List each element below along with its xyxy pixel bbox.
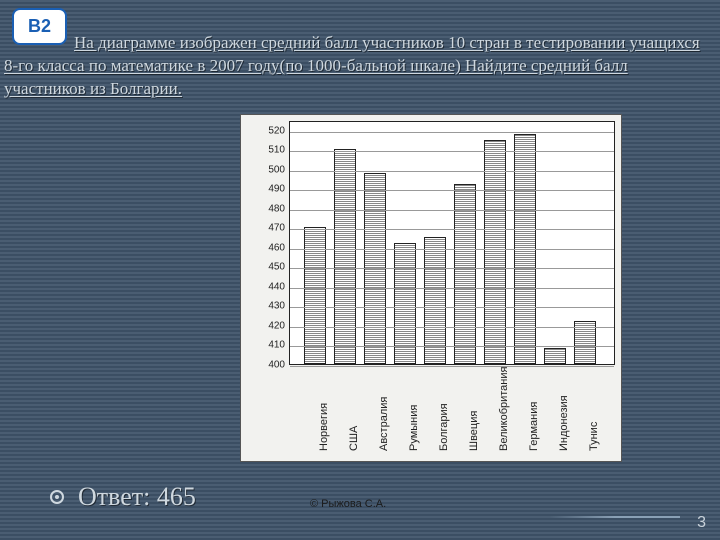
y-tick-label: 420 — [243, 320, 285, 331]
chart-plot — [289, 121, 615, 365]
y-tick-label: 400 — [243, 360, 285, 371]
gridline — [290, 210, 614, 211]
y-tick-label: 520 — [243, 125, 285, 136]
gridline — [290, 288, 614, 289]
bar — [334, 149, 356, 364]
bar — [304, 227, 326, 364]
x-tick-label: Болгария — [438, 403, 450, 451]
x-tick-label: Тунис — [588, 422, 600, 451]
answer-text: Ответ: 465 — [78, 482, 196, 512]
y-tick-label: 510 — [243, 145, 285, 156]
question-text: На диаграмме изображен средний балл учас… — [4, 32, 710, 101]
chart-container: Норвегия США Австралия Румыния Болгария Швеци… — [240, 114, 622, 462]
gridline — [290, 366, 614, 367]
y-tick-label: 500 — [243, 164, 285, 175]
copyright: © Рыжова С.А. — [310, 498, 386, 510]
x-tick-label: Норвегия — [318, 403, 330, 451]
x-tick-label: Индонезия — [558, 395, 570, 451]
x-tick-label: Австралия — [378, 397, 390, 451]
x-tick-label: Румыния — [408, 405, 420, 451]
bar — [484, 140, 506, 364]
gridline — [290, 327, 614, 328]
footer-line — [550, 516, 680, 518]
x-tick-label: Швеция — [468, 411, 480, 451]
bar — [454, 184, 476, 364]
bar — [424, 237, 446, 364]
y-tick-label: 470 — [243, 223, 285, 234]
gridline — [290, 151, 614, 152]
answer-row: Ответ: 465 — [50, 482, 196, 512]
gridline — [290, 132, 614, 133]
bar — [544, 348, 566, 364]
bullet-icon — [50, 490, 64, 504]
x-tick-label: Великобритания — [498, 367, 510, 451]
gridline — [290, 346, 614, 347]
x-tick-label: США — [348, 426, 360, 451]
y-tick-label: 440 — [243, 281, 285, 292]
y-tick-label: 410 — [243, 340, 285, 351]
gridline — [290, 307, 614, 308]
page-number: 3 — [697, 514, 706, 532]
y-tick-label: 490 — [243, 184, 285, 195]
gridline — [290, 249, 614, 250]
x-tick-label: Германия — [528, 402, 540, 451]
gridline — [290, 190, 614, 191]
gridline — [290, 171, 614, 172]
y-tick-label: 480 — [243, 203, 285, 214]
gridline — [290, 229, 614, 230]
y-tick-label: 460 — [243, 242, 285, 253]
y-tick-label: 450 — [243, 262, 285, 273]
y-tick-label: 430 — [243, 301, 285, 312]
gridline — [290, 268, 614, 269]
